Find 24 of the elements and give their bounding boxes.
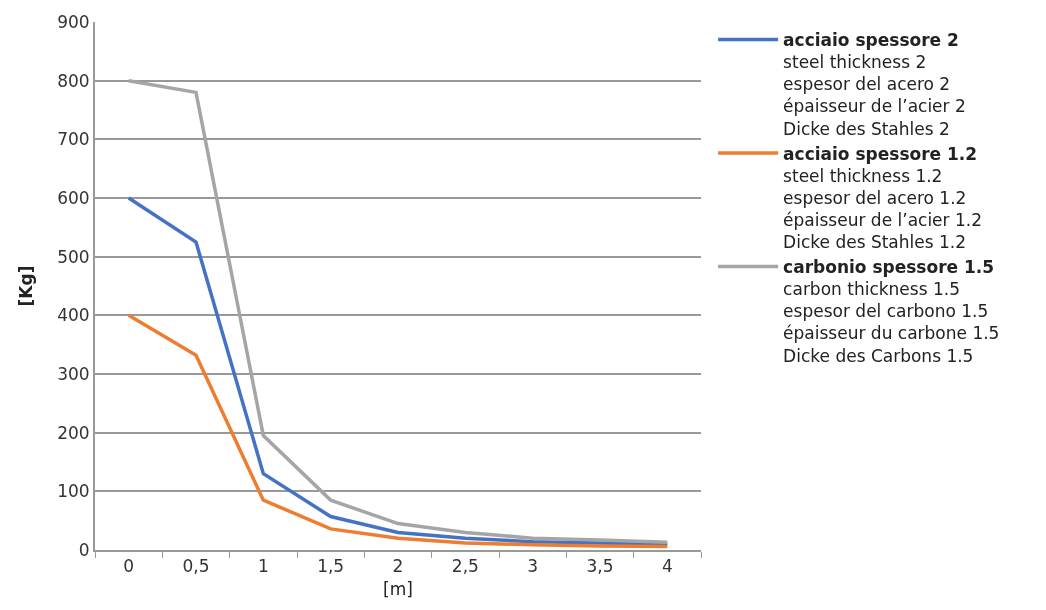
y-tick-label: 400 [57,305,90,326]
y-tick-label: 700 [57,129,90,150]
x-axis-title: [m] [383,579,413,600]
y-tick-label: 900 [57,11,90,32]
x-tick-label: 3 [527,556,539,577]
y-tick-label: 300 [57,363,90,384]
y-axis-title: [Kg] [16,265,37,307]
line-series [126,313,670,549]
y-tick-label: 600 [57,187,90,208]
legend-label: carbonio spessore 1.5 carbon thickness 1.5 espesor del carbono 1.5 épaisseur du carbone 1.5 Dicke des Carbons 1.5 [783,257,1000,366]
x-tick-label: 2,5 [451,556,479,577]
x-tick-label: 4 [661,556,673,577]
x-tick-label: 1,5 [317,556,345,577]
x-tick-label: 3,5 [586,556,614,577]
line-series [126,196,670,546]
y-tick-label: 200 [57,422,90,443]
y-tick-label: 0 [78,539,90,560]
y-tick-label: 100 [57,481,90,502]
y-tick-label: 500 [57,246,90,267]
x-tick-label: 0 [123,556,135,577]
x-tick-label: 0,5 [182,556,210,577]
y-tick-label: 800 [57,70,90,91]
x-tick-label: 2 [392,556,404,577]
x-tick-label: 1 [257,556,269,577]
